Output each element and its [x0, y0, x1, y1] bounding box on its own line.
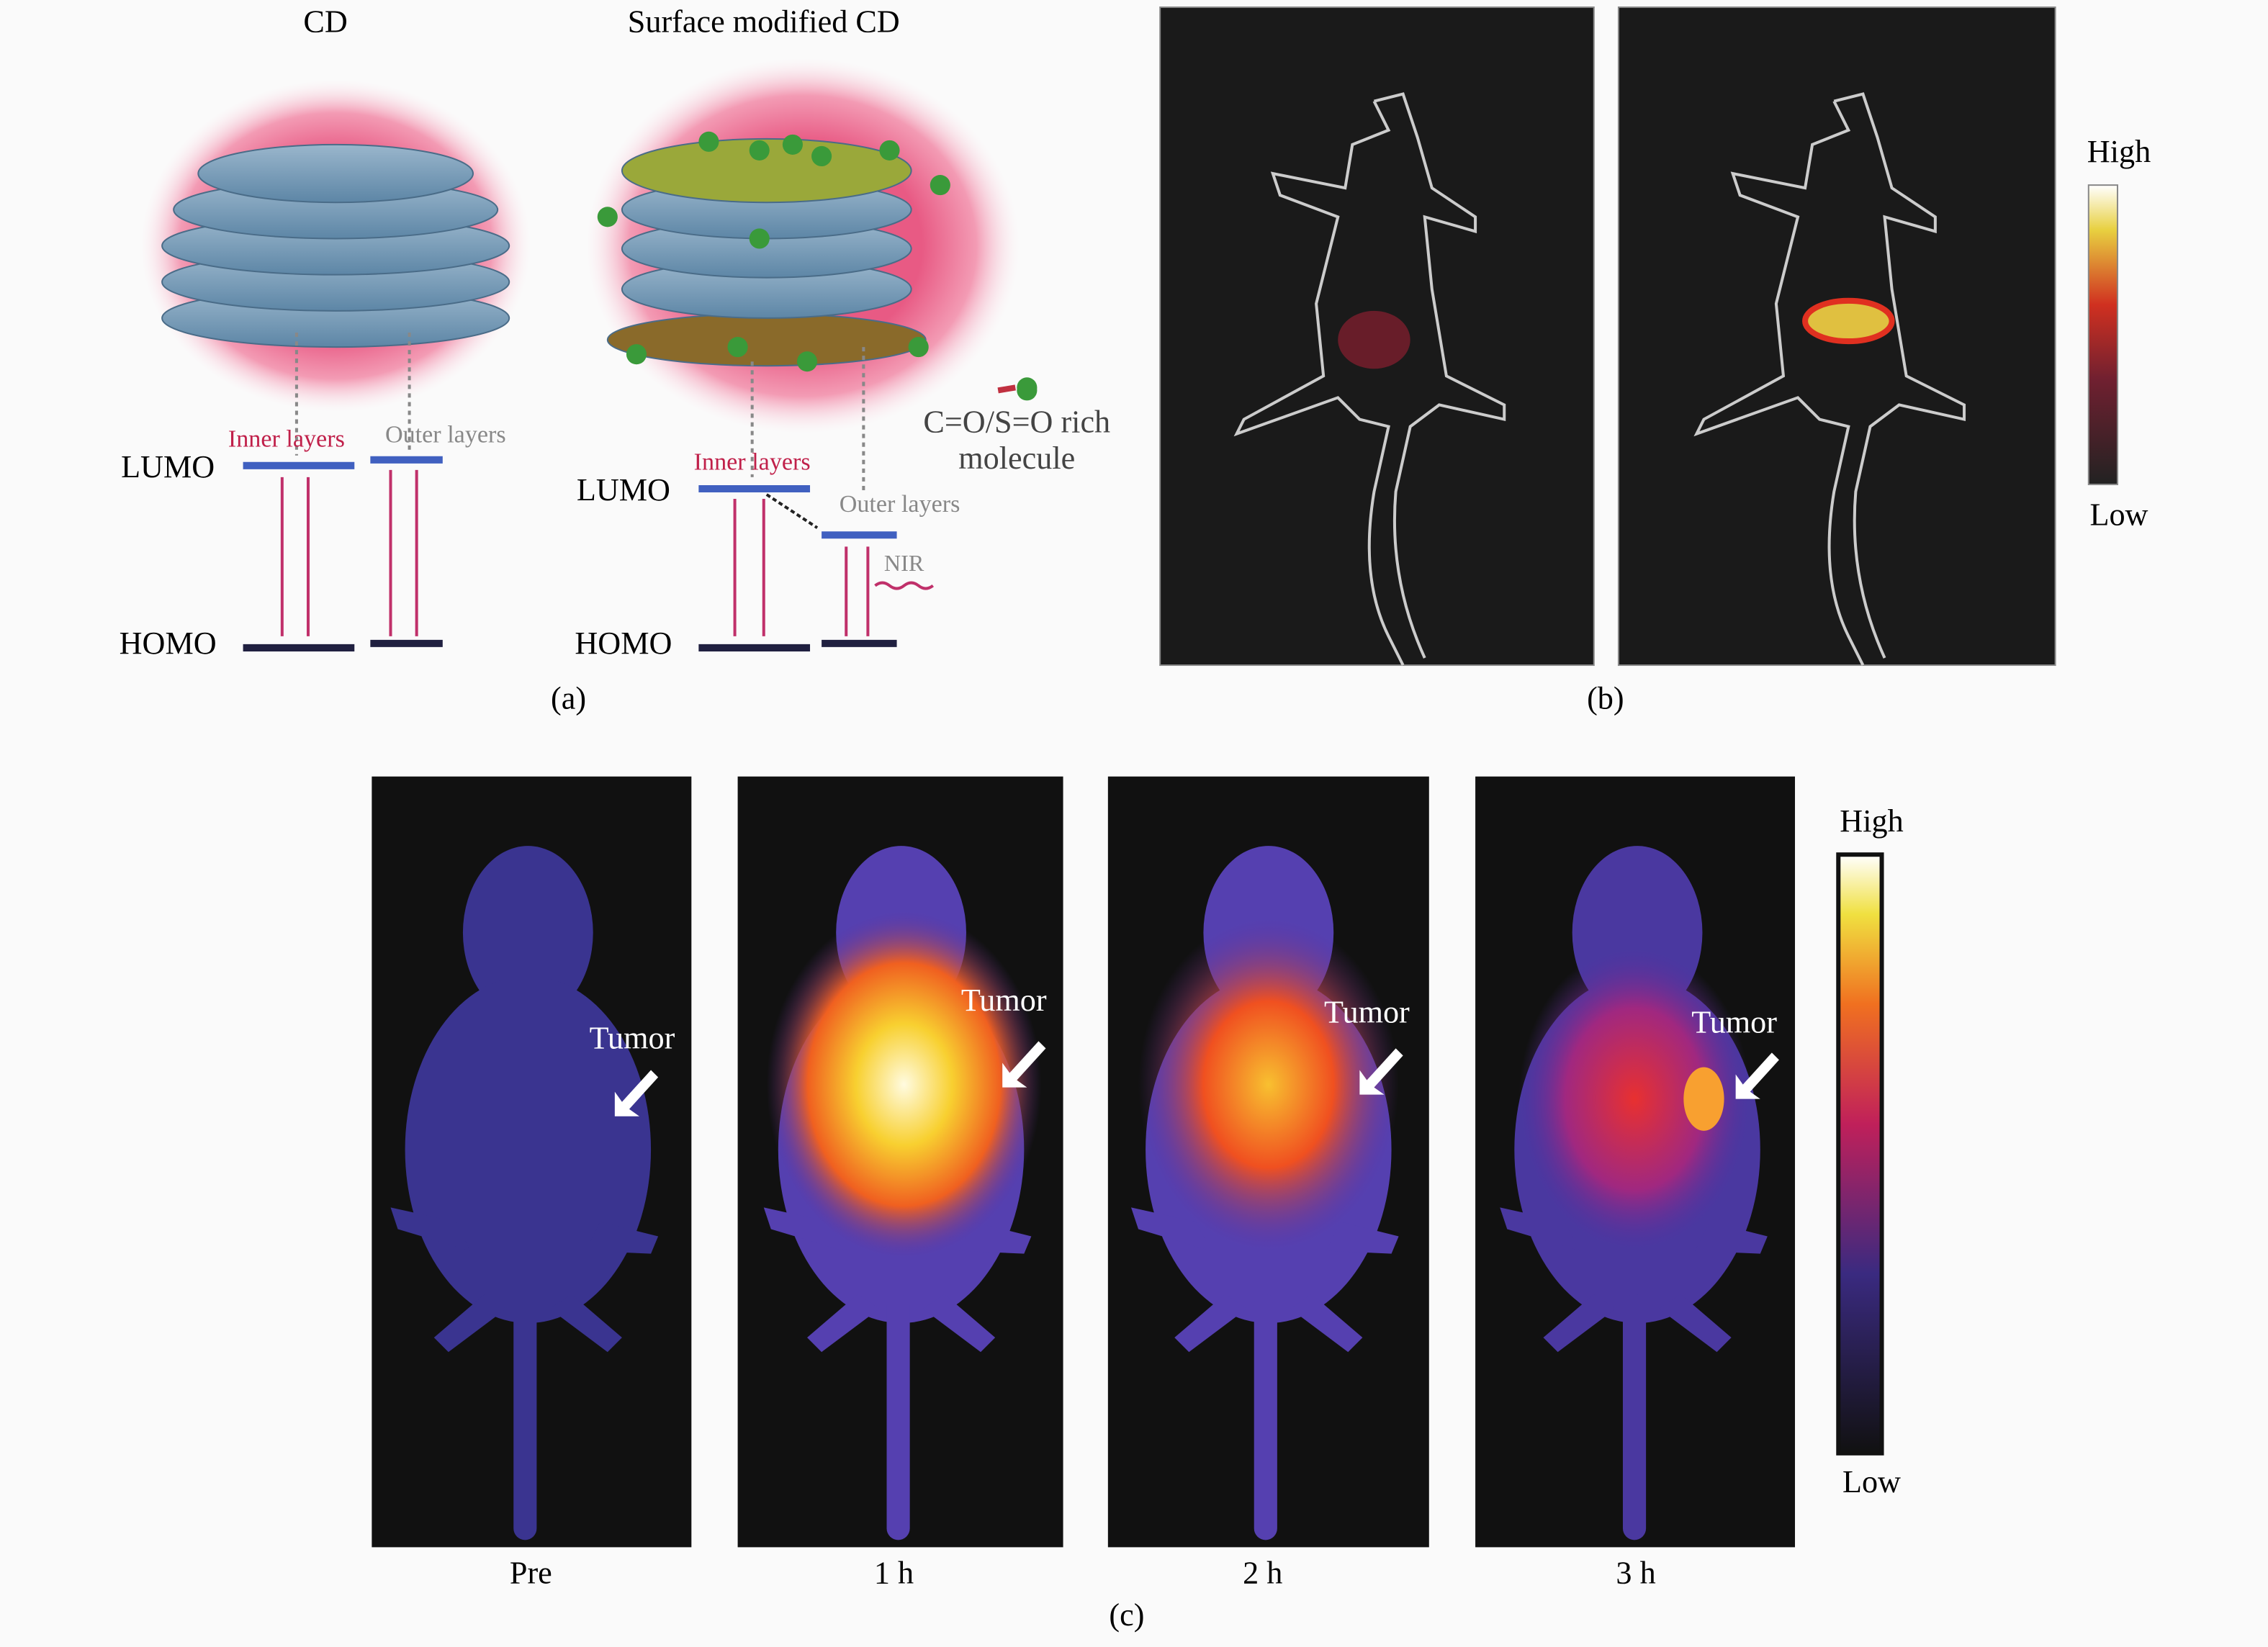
label: Outer layers: [385, 421, 506, 448]
label: LUMO: [577, 472, 670, 507]
label: LUMO: [121, 449, 215, 484]
label: molecule: [958, 441, 1075, 476]
colorbar: [2087, 184, 2118, 485]
label: Inner layers: [228, 426, 345, 453]
colorbar-label: High: [2087, 134, 2151, 169]
discs: [161, 137, 927, 367]
signal: [1802, 297, 1895, 345]
caption: (b): [1587, 680, 1624, 716]
caption: (c): [1109, 1597, 1144, 1633]
molecules: [597, 131, 1038, 401]
tumor-label: Tumor: [1324, 994, 1410, 1029]
title: CD: [303, 4, 347, 39]
colorbar-label: High: [1840, 803, 1903, 839]
tumor-label: Tumor: [1691, 1004, 1777, 1039]
time-label: 2 h: [1243, 1556, 1282, 1591]
time-label: 3 h: [1616, 1556, 1655, 1591]
panel-a: CD Surface modified CD Inner layers Oute…: [120, 4, 1111, 716]
panel-c: Tumor Tumor Tumor Tumor Pre 1 h 2 h 3 h …: [372, 776, 1904, 1633]
panel-b: High Low (b): [1159, 6, 2151, 716]
colorbar-label: Low: [1842, 1464, 1901, 1499]
signal: [1338, 310, 1410, 369]
signal: [1518, 947, 1750, 1251]
label: Inner layers: [694, 449, 811, 476]
label: HOMO: [120, 626, 217, 661]
title: Surface modified CD: [628, 4, 900, 39]
label: Outer layers: [840, 491, 960, 518]
colorbar-label: Low: [2089, 497, 2148, 532]
caption: (a): [551, 680, 586, 716]
signal: [1138, 918, 1399, 1251]
colorbar: [1836, 852, 1884, 1456]
label: HOMO: [575, 626, 672, 661]
time-label: Pre: [510, 1556, 552, 1591]
tumor-label: Tumor: [590, 1020, 675, 1055]
tumor-label: Tumor: [961, 983, 1047, 1018]
label: NIR: [884, 550, 924, 576]
signal: [1683, 1067, 1724, 1131]
label: C=O/S=O rich: [923, 405, 1110, 440]
energy-diagram: [243, 333, 1038, 651]
signal: [766, 911, 1042, 1258]
arrows: [614, 1041, 1779, 1116]
time-label: 1 h: [874, 1556, 914, 1591]
